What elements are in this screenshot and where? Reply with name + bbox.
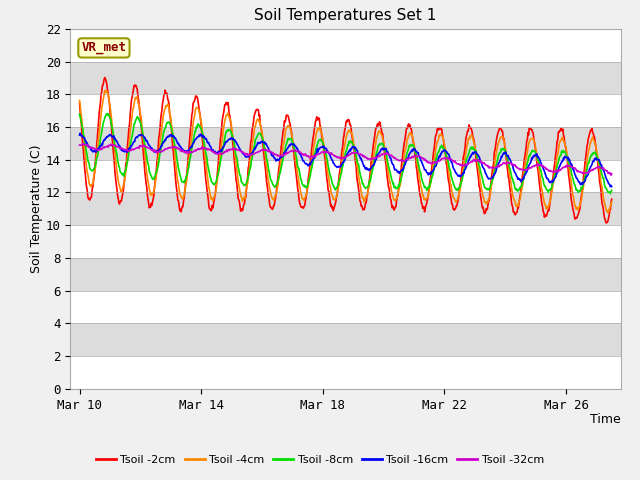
Y-axis label: Soil Temperature (C): Soil Temperature (C): [30, 144, 43, 273]
Bar: [70, 258, 621, 290]
Bar: [70, 94, 621, 127]
Bar: [70, 290, 621, 324]
X-axis label: Time: Time: [590, 413, 621, 426]
Bar: [70, 29, 621, 61]
Text: VR_met: VR_met: [81, 41, 127, 54]
Bar: [70, 61, 621, 94]
Legend: Tsoil -2cm, Tsoil -4cm, Tsoil -8cm, Tsoil -16cm, Tsoil -32cm: Tsoil -2cm, Tsoil -4cm, Tsoil -8cm, Tsoi…: [92, 451, 548, 469]
Bar: [70, 192, 621, 225]
Bar: [70, 225, 621, 258]
Bar: [70, 324, 621, 356]
Bar: [70, 160, 621, 192]
Bar: [70, 127, 621, 160]
Bar: [70, 356, 621, 389]
Title: Soil Temperatures Set 1: Soil Temperatures Set 1: [255, 9, 436, 24]
